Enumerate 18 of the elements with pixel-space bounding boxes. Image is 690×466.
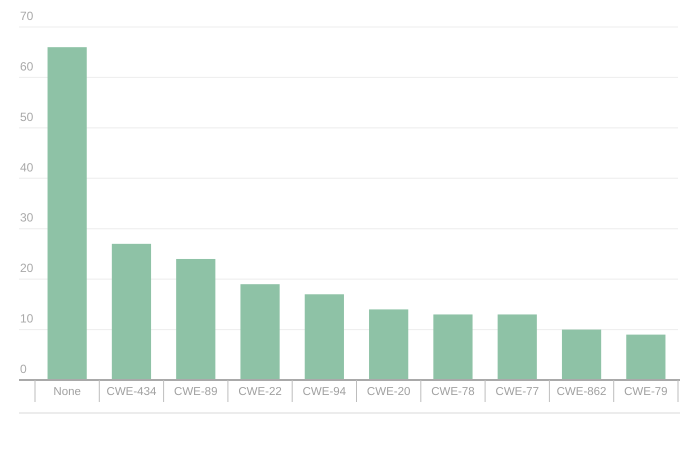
x-tick-label: CWE-79 [624, 386, 668, 398]
y-tick-label: 50 [20, 110, 34, 124]
x-tick-label: CWE-434 [106, 386, 157, 398]
x-tick-label: CWE-20 [366, 386, 410, 398]
x-tick-label: CWE-94 [302, 386, 347, 398]
x-tick-label: CWE-78 [431, 386, 475, 398]
y-tick-label: 70 [20, 9, 34, 23]
y-tick-label: 20 [20, 261, 34, 276]
y-tick-label: 60 [20, 59, 34, 74]
y-tick-label: 10 [20, 312, 34, 326]
x-tick-label: None [53, 386, 81, 398]
x-tick-label: CWE-89 [174, 386, 218, 398]
x-tick-label: CWE-22 [238, 386, 282, 398]
y-tick-label: 30 [20, 210, 34, 225]
x-tick-label: CWE-862 [556, 386, 606, 398]
y-tick-label: 40 [20, 160, 34, 174]
x-tick-label: CWE-77 [496, 386, 539, 398]
y-tick-label: 0 [20, 362, 27, 376]
